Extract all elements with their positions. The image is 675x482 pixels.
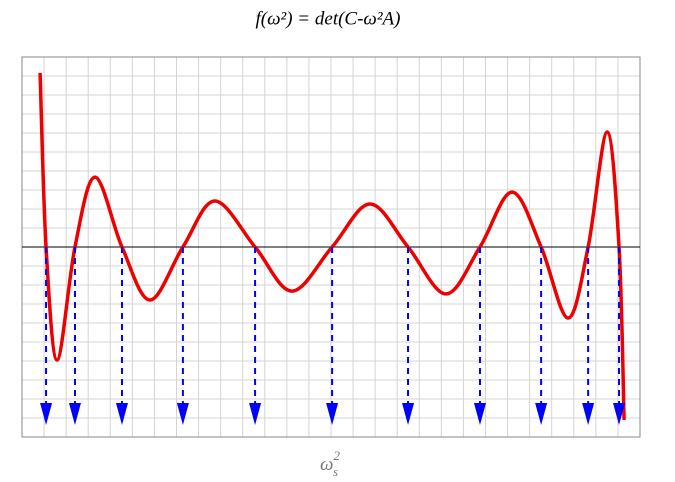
arrow-head: [176, 403, 189, 425]
root-arrow: [68, 247, 81, 425]
arrow-head: [613, 403, 626, 425]
arrow-head: [40, 403, 53, 425]
arrow-head: [402, 403, 415, 425]
root-arrow: [115, 247, 128, 425]
arrow-head: [326, 403, 339, 425]
arrow-head: [535, 403, 548, 425]
root-arrow: [176, 247, 189, 425]
x-axis-label: ω2 s: [320, 448, 340, 479]
x-label-sup: 2: [333, 448, 340, 463]
arrow-head: [68, 403, 81, 425]
chart-title: f(ω²) = det(C-ω²A): [256, 8, 401, 29]
x-label-sub: s: [333, 464, 338, 479]
grid: [21, 56, 641, 438]
arrow-head: [115, 403, 128, 425]
plot: [38, 72, 626, 425]
arrow-head: [249, 403, 262, 425]
x-label-base: ω: [320, 454, 333, 475]
root-arrow: [535, 247, 548, 425]
root-arrow: [326, 247, 339, 425]
curve: [38, 72, 626, 420]
root-arrow: [40, 247, 53, 425]
root-arrow: [582, 247, 595, 425]
root-arrow: [473, 247, 486, 425]
root-arrow: [249, 247, 262, 425]
root-arrow: [613, 247, 626, 425]
root-arrow: [402, 247, 415, 425]
arrow-head: [473, 403, 486, 425]
arrow-head: [582, 403, 595, 425]
